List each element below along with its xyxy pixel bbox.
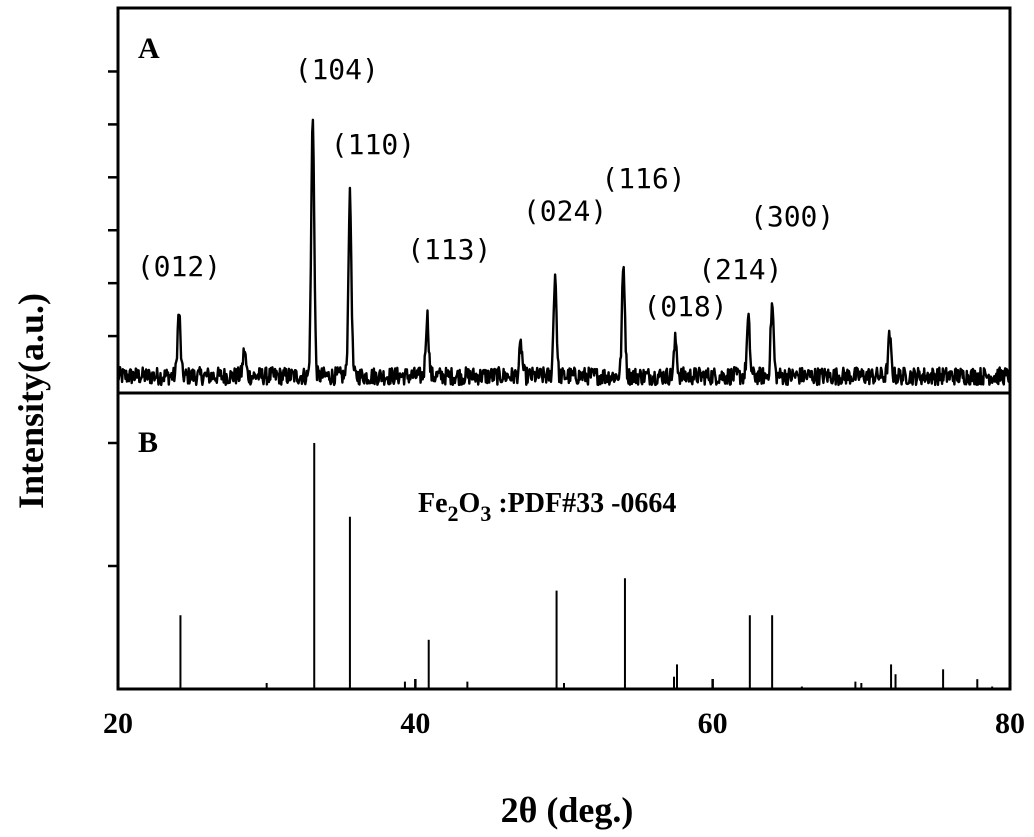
peak-label: (110) [331,128,415,161]
panel-label-a: A [138,32,160,65]
xrd-pattern-line [116,118,1012,387]
x-tick-label: 40 [400,707,430,740]
ref-subscript-2: 2 [448,501,459,526]
peak-label: (113) [407,233,491,266]
plot-frame [116,6,1012,691]
panel-label-b: B [138,426,158,459]
x-tick-label: 80 [995,707,1025,740]
peak-label: (012) [137,250,221,283]
peak-label: (104) [295,53,379,86]
panel-a: (012) (104) (110) (113) (024)(116) (018) (214)… [116,53,1012,387]
ref-pdf-code: :PDF#33 -0664 [491,488,676,519]
peak-label: (300) [750,200,834,233]
x-axis-title: 2θ (deg.) [501,790,634,830]
plot-border [116,6,1012,691]
peak-label: (024) [523,194,607,227]
axes: 20 40 60 80 [103,70,1025,740]
ref-element-o: O [459,488,481,519]
peak-label: (116) [601,162,685,195]
ref-subscript-3: 3 [480,501,491,526]
x-tick-label: 20 [103,707,133,740]
panel-b [179,443,994,689]
reference-label: Fe2O3 :PDF#33 -0664 [418,488,676,526]
x-tick-label: 60 [698,707,728,740]
y-axis-title: Intensity(a.u.) [11,293,51,509]
peak-label: (214) [698,253,782,286]
ref-element-fe: Fe [418,488,448,519]
peak-label: (018) [643,290,727,323]
